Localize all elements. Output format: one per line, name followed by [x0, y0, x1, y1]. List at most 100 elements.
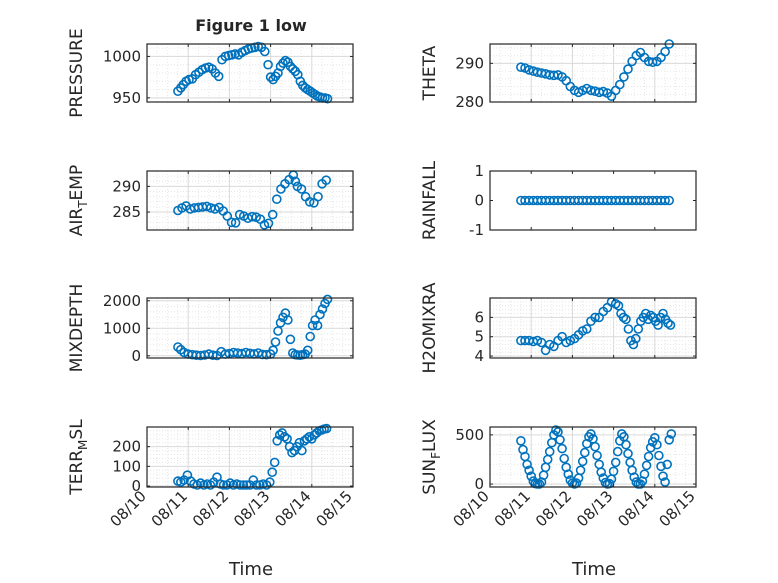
data-point [610, 457, 621, 468]
y-axis-label: THETA [420, 45, 440, 101]
y-tick-label: 1000 [103, 47, 141, 65]
data-point [259, 46, 270, 57]
data-point [658, 308, 668, 319]
data-point [283, 315, 293, 325]
axes-frame [146, 43, 354, 103]
data-point [263, 59, 273, 70]
data-point [647, 57, 658, 68]
y-tick-label: 0 [474, 192, 484, 210]
data-point [271, 194, 282, 204]
y-tick-label: 100 [112, 457, 141, 475]
data-point [639, 469, 650, 480]
data-point [641, 460, 652, 471]
data-point [270, 337, 281, 347]
data-point [612, 446, 623, 457]
data-point [287, 447, 297, 458]
data-point [201, 201, 212, 212]
axes-frame [146, 170, 354, 231]
y-axis-label: AIRTEMP [67, 165, 90, 236]
subplot-sun-flux: 0500SUNFLUX08/1008/1108/1208/1308/1408/1… [420, 419, 699, 531]
x-axis-label-left: Time [228, 559, 273, 580]
data-point [534, 479, 545, 489]
data-point [305, 331, 316, 342]
data-point [269, 457, 280, 468]
data-point [665, 320, 676, 330]
y-axis-label: MIXDEPTH [67, 284, 87, 373]
data-point [304, 197, 315, 207]
data-point [581, 324, 592, 334]
y-tick-label: 285 [112, 203, 141, 221]
data-point [234, 209, 245, 220]
data-point [652, 439, 662, 450]
data-point [267, 467, 278, 478]
data-point [274, 430, 285, 440]
data-point [267, 209, 278, 220]
data-point [524, 465, 534, 476]
data-point [516, 62, 526, 72]
subplot-mixdepth: 0 1000 2000 MIXDEPTH [67, 284, 354, 373]
data-point [660, 477, 670, 487]
data-point [268, 345, 278, 356]
data-point [619, 72, 629, 82]
y-axis-label: H2OMIXRA [420, 282, 440, 373]
x-axis-label-right: Time [571, 559, 616, 580]
data-point [563, 469, 574, 480]
data-point [608, 466, 619, 477]
data-point [302, 433, 312, 444]
data-point [526, 471, 537, 482]
data-point [273, 326, 283, 336]
data-point [660, 195, 670, 206]
data-point [555, 434, 565, 445]
data-point [311, 428, 322, 438]
axes-frame [146, 426, 354, 488]
data-point [575, 465, 586, 476]
data-point [307, 320, 318, 331]
data-point [321, 423, 332, 434]
data-point [226, 217, 237, 228]
data-point [213, 71, 224, 82]
data-point [586, 429, 596, 439]
y-tick-label: 0 [474, 475, 484, 493]
data-point [310, 315, 320, 325]
subplot-theta: 280 290 THETA [420, 39, 697, 111]
data-point [618, 312, 629, 323]
data-point [643, 451, 654, 462]
data-point [272, 435, 283, 446]
data-point [590, 312, 600, 323]
data-point [247, 211, 257, 222]
data-point [630, 333, 641, 344]
data-point [264, 477, 275, 487]
y-axis-label: SUNFLUX [420, 419, 443, 495]
data-point [621, 314, 631, 325]
data-point [623, 64, 633, 74]
data-point [577, 456, 588, 467]
data-point [285, 334, 296, 345]
data-point [645, 310, 656, 321]
data-point [304, 431, 315, 442]
data-point [557, 443, 567, 454]
data-point [524, 65, 534, 75]
data-point [261, 349, 272, 360]
data-point [322, 294, 333, 305]
data-point [590, 441, 600, 452]
data-point [265, 72, 276, 82]
figure-title: Figure 1 low [195, 16, 307, 35]
data-point [596, 467, 607, 478]
y-tick-label: 1000 [103, 319, 141, 337]
data-point [666, 429, 677, 439]
y-tick-label: 290 [455, 54, 484, 72]
y-tick-label: 6 [474, 308, 484, 326]
data-point [322, 93, 333, 104]
y-tick-label: 500 [455, 426, 484, 444]
data-point [241, 480, 252, 490]
data-point [559, 453, 570, 464]
axes-frame [489, 297, 697, 359]
data-point [321, 175, 332, 185]
data-point [297, 445, 307, 456]
data-point [656, 461, 666, 472]
y-tick-label: 200 [112, 438, 141, 456]
y-tick-label: 4 [474, 347, 484, 365]
data-point [658, 471, 668, 482]
data-point [287, 64, 298, 74]
